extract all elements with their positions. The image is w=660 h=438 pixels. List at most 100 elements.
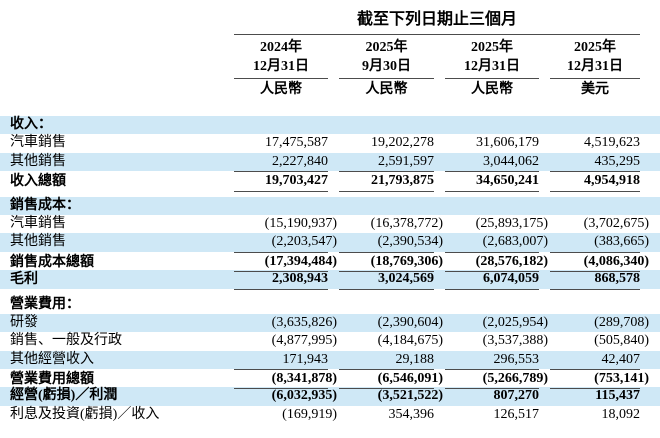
row-value: (3,537,388)	[482, 333, 548, 349]
row-value: 6,074,059	[445, 270, 539, 290]
row-value: 21,793,875	[339, 171, 434, 192]
period-year: 2025年	[365, 40, 408, 55]
row-value: 807,270	[493, 388, 540, 404]
row-value: 2,227,840	[272, 153, 328, 169]
row-value: 126,517	[493, 406, 540, 422]
table-row: 汽車銷售 (15,190,937) (16,378,772) (25,893,1…	[0, 215, 660, 233]
currency-label-3: 人民幣	[471, 82, 513, 97]
row-value	[234, 116, 328, 134]
row-value	[550, 296, 640, 314]
row-value: 435,295	[594, 153, 641, 169]
row-value: (8,341,878)	[234, 369, 337, 390]
row-value	[445, 116, 539, 134]
row-value: 171,943	[282, 351, 329, 367]
table-row: 毛利 2,308,943 3,024,569 6,074,059 868,578	[0, 270, 660, 290]
period-date: 12月31日	[464, 58, 520, 74]
table-row: 汽車銷售 17,475,587 19,202,278 31,606,179 4,…	[0, 134, 660, 152]
row-value: (16,378,772)	[370, 215, 443, 231]
table-title-row: 截至下列日期止三個月	[0, 10, 660, 35]
column-header-period-1: 2024年 12月31日	[234, 35, 328, 79]
row-label: 銷售成本總額	[10, 254, 94, 270]
row-value: (15,190,937)	[264, 215, 337, 231]
row-label: 銷售成本：	[10, 197, 80, 213]
table-row: 收入：	[0, 116, 660, 135]
row-label: 汽車銷售	[10, 135, 66, 151]
row-value: 4,519,623	[584, 135, 640, 151]
row-value: (169,919)	[282, 406, 337, 422]
table-row: 銷售成本總額 (17,394,484) (18,769,306) (28,576…	[0, 251, 660, 273]
row-value: (2,390,604)	[377, 314, 443, 330]
row-value: 18,092	[601, 406, 641, 422]
table-row: 營業費用：	[0, 296, 660, 314]
table-row: 其他銷售 2,227,840 2,591,597 3,044,062 435,2…	[0, 152, 660, 172]
section-spacer	[0, 289, 660, 296]
row-value: 19,202,278	[371, 135, 434, 151]
row-value: (6,546,091)	[339, 369, 443, 390]
column-header-period-3: 2025年 12月31日	[445, 35, 539, 79]
row-label: 利息及投資(虧損)／收入	[10, 406, 160, 422]
row-value: (17,394,484)	[234, 251, 337, 273]
row-value: (5,266,789)	[445, 369, 548, 390]
table-row: 收入總額 19,703,427 21,793,875 34,650,241 4,…	[0, 171, 660, 192]
row-label: 其他銷售	[10, 234, 66, 250]
row-value: (3,521,522)	[377, 388, 443, 404]
period-date: 9月30日	[362, 58, 411, 74]
table-row: 其他銷售 (2,203,547) (2,390,534) (2,683,007)…	[0, 233, 660, 252]
row-value: 354,396	[388, 406, 435, 422]
row-value	[234, 197, 328, 215]
row-value: (505,840)	[594, 333, 649, 349]
row-label: 收入總額	[10, 174, 66, 190]
row-value: (2,203,547)	[271, 234, 337, 250]
row-value	[339, 197, 434, 215]
row-value: 296,553	[493, 351, 540, 367]
row-value: (6,032,935)	[271, 388, 337, 404]
row-value	[234, 296, 328, 314]
period-header-row: 2024年 12月31日 2025年 9月30日 2025年 12月31日 20…	[0, 35, 660, 79]
row-label: 研發	[10, 314, 38, 330]
row-value: 31,606,179	[476, 135, 539, 151]
row-value: 868,578	[550, 270, 640, 290]
row-label: 營業費用總額	[10, 372, 94, 388]
table-row: 研發 (3,635,826) (2,390,604) (2,025,954) (…	[0, 313, 660, 333]
row-value: (4,184,675)	[377, 333, 443, 349]
row-value: 2,308,943	[234, 270, 328, 290]
row-value: (3,702,675)	[583, 215, 649, 231]
row-value: (4,877,995)	[271, 333, 337, 349]
row-value	[445, 296, 539, 314]
currency-header-row: 人民幣 人民幣 人民幣 美元	[0, 79, 660, 100]
table-row: 利息及投資(虧損)／收入 (169,919) 354,396 126,517 1…	[0, 406, 660, 424]
row-value: 29,188	[395, 351, 435, 367]
table-row: 經營(虧損)／利潤 (6,032,935) (3,521,522) 807,27…	[0, 387, 660, 406]
row-value: 34,650,241	[445, 171, 539, 192]
row-value: 115,437	[595, 388, 640, 404]
row-label: 其他銷售	[10, 153, 66, 169]
row-value: (3,635,826)	[271, 314, 337, 330]
row-value: (2,683,007)	[482, 234, 548, 250]
row-value: 2,591,597	[378, 153, 434, 169]
row-value: (753,141)	[550, 369, 649, 390]
table-row: 營業費用總額 (8,341,878) (6,546,091) (5,266,78…	[0, 369, 660, 390]
row-value: (25,893,175)	[475, 215, 548, 231]
table-header: 截至下列日期止三個月 2024年 12月31日 2025年 9月30日 2025…	[0, 0, 660, 100]
row-value: 3,024,569	[339, 270, 434, 290]
table-body: 收入： 汽車銷售 17,475,587 19,202,278 31,606,17…	[0, 116, 660, 424]
period-year: 2025年	[574, 40, 616, 55]
row-value: (2,390,534)	[377, 234, 443, 250]
row-value: 17,475,587	[265, 135, 328, 151]
row-label: 毛利	[10, 272, 38, 288]
row-label: 汽車銷售	[10, 215, 66, 231]
table-title: 截至下列日期止三個月	[234, 10, 640, 35]
period-year: 2024年	[260, 40, 302, 55]
row-value: (383,665)	[594, 234, 649, 250]
row-value	[445, 197, 539, 215]
row-value	[339, 116, 434, 134]
row-value	[339, 296, 434, 314]
row-label: 收入：	[10, 117, 52, 132]
row-value: (4,086,340)	[550, 251, 649, 273]
row-label: 銷售、一般及行政	[10, 333, 122, 349]
row-value: 4,954,918	[550, 171, 640, 192]
currency-label-4: 美元	[581, 82, 609, 97]
column-header-period-4: 2025年 12月31日	[550, 35, 640, 79]
row-label: 經營(虧損)／利潤	[10, 388, 118, 404]
currency-label-2: 人民幣	[365, 82, 408, 97]
